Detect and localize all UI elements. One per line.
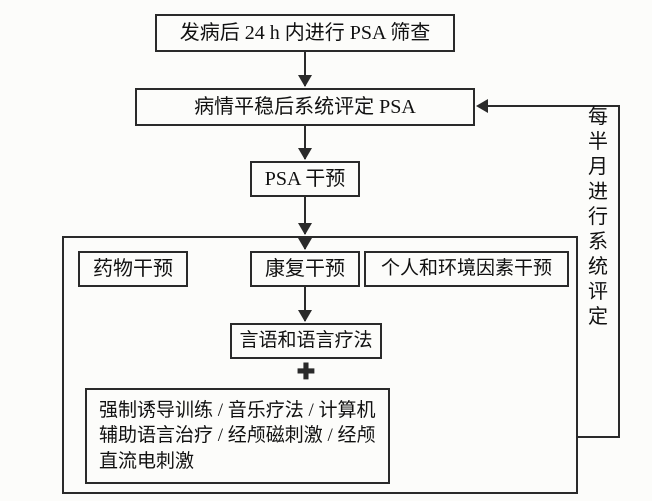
feedback-vert (618, 105, 620, 438)
node-label: 发病后 24 h 内进行 PSA 筛查 (180, 20, 431, 47)
feedback-horiz-1 (578, 436, 620, 438)
side-label-periodic-assessment: 每半月进行系统评定 (587, 105, 609, 330)
arrow-n1-n2 (304, 52, 306, 86)
node-label: PSA 干预 (265, 166, 346, 193)
node-psa-screening: 发病后 24 h 内进行 PSA 筛查 (155, 14, 455, 52)
node-label: 康复干预 (265, 256, 345, 283)
node-label: 病情平稳后系统评定 PSA (194, 94, 416, 121)
node-rehab-intervention: 康复干预 (250, 251, 360, 287)
node-label: 个人和环境因素干预 (381, 256, 552, 282)
node-psa-assessment: 病情平稳后系统评定 PSA (135, 88, 475, 126)
node-label: 言语和语言疗法 (240, 328, 373, 354)
node-speech-language-therapy: 言语和语言疗法 (230, 323, 382, 359)
feedback-arrow-head (476, 99, 488, 113)
node-drug-intervention: 药物干预 (78, 251, 188, 287)
node-label: 药物干预 (93, 256, 173, 283)
node-personal-env-intervention: 个人和环境因素干预 (364, 251, 569, 287)
node-psa-intervention: PSA 干预 (250, 161, 360, 197)
node-label: 强制诱导训练 / 音乐疗法 / 计算机辅助语言治疗 / 经颅磁刺激 / 经颅直流… (99, 398, 376, 475)
arrow-n3-container (304, 197, 306, 234)
node-methods-list: 强制诱导训练 / 音乐疗法 / 计算机辅助语言治疗 / 经颅磁刺激 / 经颅直流… (85, 388, 390, 484)
plus-icon: ✚ (296, 359, 316, 385)
arrow-n5-n7 (304, 287, 306, 321)
arrow-n2-n3 (304, 126, 306, 159)
arrow-container-n5 (304, 238, 306, 249)
